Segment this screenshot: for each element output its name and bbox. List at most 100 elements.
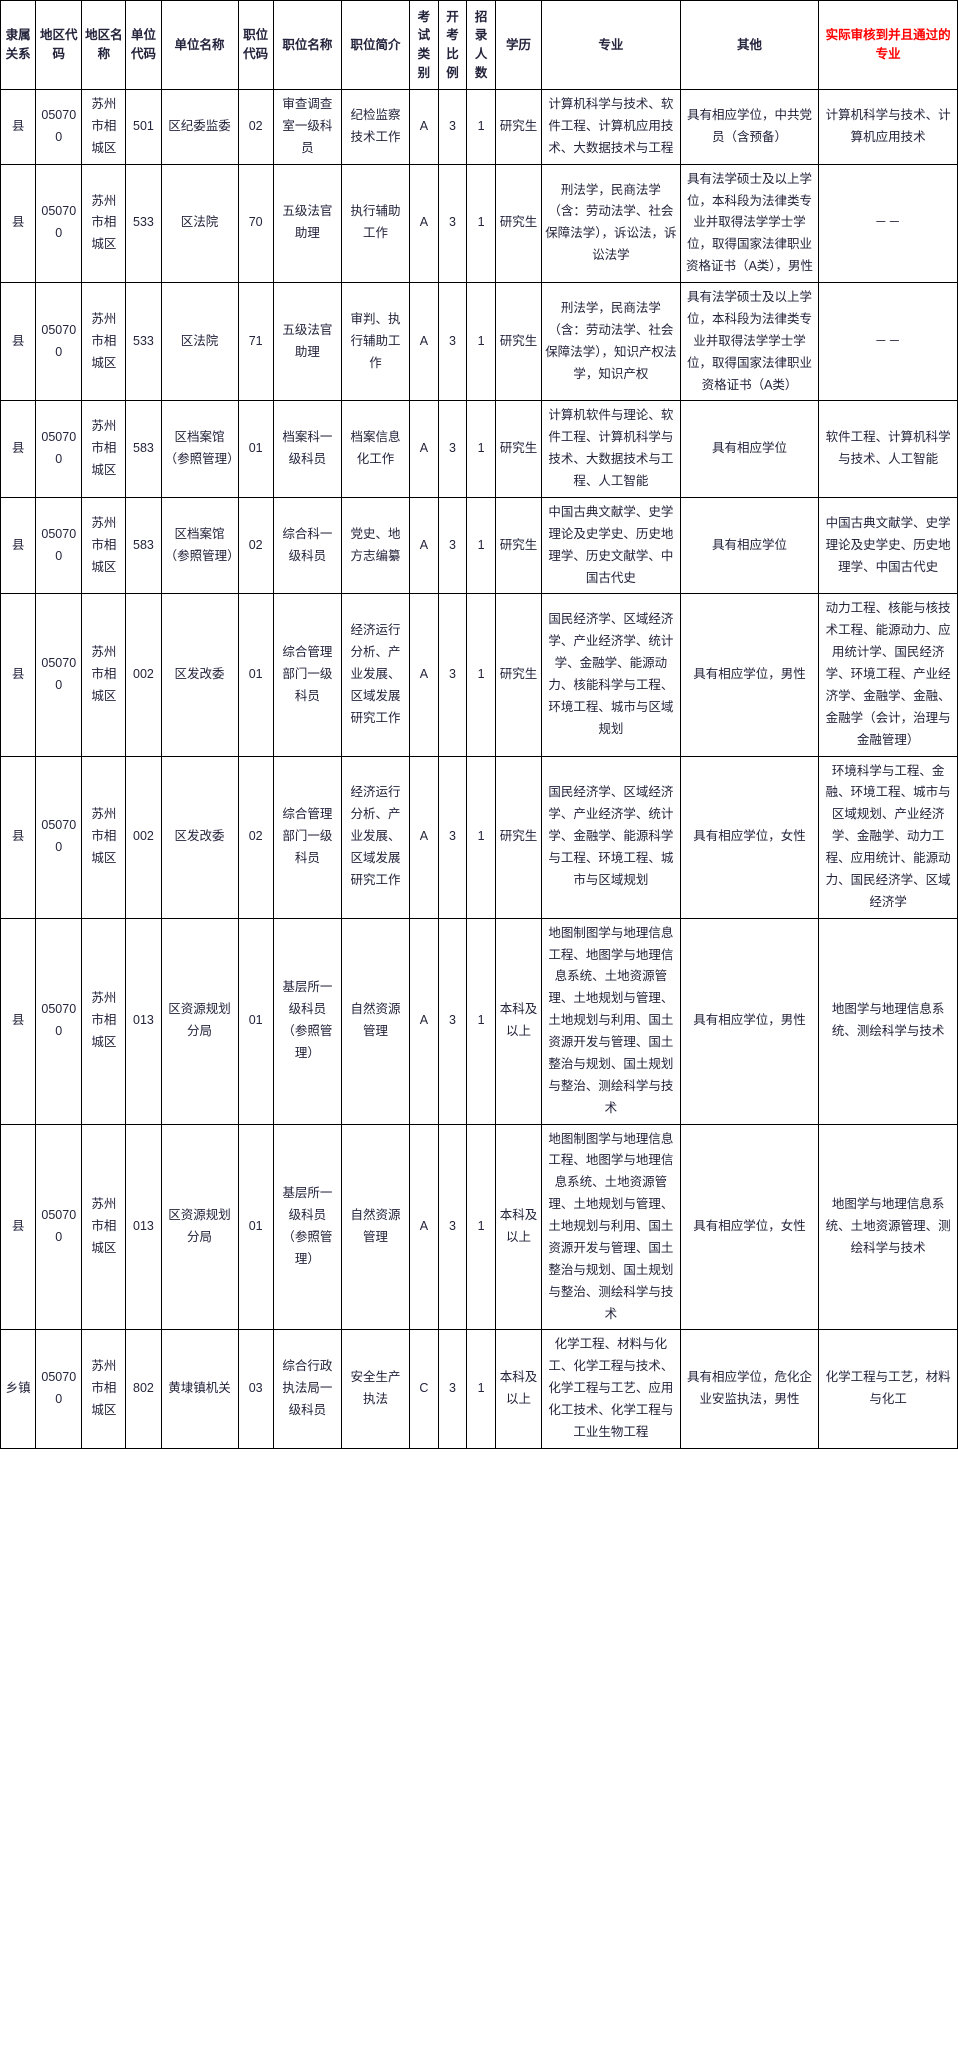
cell-affiliation: 县 [0,593,37,757]
cell-other: 具有相应学位，男性 [679,593,820,757]
cell-verified: 计算机科学与技术、计算机应用技术 [818,89,958,165]
cell-major: 刑法学，民商法学（含：劳动法学、社会保障法学），诉讼法，诉讼法学 [541,163,681,284]
cell-region_name: 苏州市相城区 [81,593,127,757]
cell-affiliation: 县 [0,163,37,284]
cell-education: 研究生 [494,593,543,757]
cell-post_name: 五级法官助理 [272,281,342,402]
cell-exam_type: A [409,917,439,1125]
cell-headcount: 1 [466,163,496,284]
cell-region_name: 苏州市相城区 [81,496,127,595]
cell-unit_name: 区法院 [160,281,239,402]
cell-post_code: 03 [237,1329,274,1449]
cell-post_desc: 执行辅助工作 [340,163,411,284]
cell-post_desc: 经济运行分析、产业发展、区域发展研究工作 [340,755,411,919]
cell-ratio: 3 [437,593,468,757]
cell-other: 具有相应学位，危化企业安监执法，男性 [679,1329,820,1449]
cell-post_name: 五级法官助理 [272,163,342,284]
cell-post_desc: 自然资源管理 [340,1123,411,1331]
cell-education: 研究生 [494,755,543,919]
cell-post_code: 70 [237,163,274,284]
cell-affiliation: 乡镇 [0,1329,37,1449]
cell-region_code: 050700 [35,281,83,402]
column-header-post_code: 职位代码 [237,0,274,90]
cell-ratio: 3 [437,1329,468,1449]
cell-post_code: 02 [237,89,274,165]
header-row: 隶属关系 地区代码 地区名称 单位代码 单位名称 职位代码 职位名称 职位简介 考试类别 开考比例… [0,0,958,90]
cell-post_desc: 档案信息化工作 [340,400,411,498]
cell-major: 地图制图学与地理信息工程、地图学与地理信息系统、土地资源管理、土地规划与管理、土… [541,917,681,1125]
cell-region_name: 苏州市相城区 [81,1123,127,1331]
cell-post_name: 基层所一级科员（参照管理） [272,1123,342,1331]
cell-verified: 环境科学与工程、金融、环境工程、城市与区域规划、产业经济学、金融学、动力工程、应… [818,755,958,919]
cell-ratio: 3 [437,163,468,284]
cell-unit_code: 501 [125,89,162,165]
cell-region_code: 050700 [35,400,83,498]
cell-region_code: 050700 [35,1123,83,1331]
cell-ratio: 3 [437,1123,468,1331]
column-header-affiliation: 隶属关系 [0,0,37,90]
cell-post_code: 01 [237,400,274,498]
cell-exam_type: A [409,89,439,165]
cell-exam_type: A [409,1123,439,1331]
cell-post_name: 综合科一级科员 [272,496,342,595]
cell-unit_code: 013 [125,1123,162,1331]
cell-other: 具有法学硕士及以上学位，本科段为法律类专业并取得法学学士学位，取得国家法律职业资… [679,281,820,402]
cell-other: 具有相应学位 [679,496,820,595]
cell-other: 具有相应学位，中共党员（含预备） [679,89,820,165]
cell-ratio: 3 [437,89,468,165]
cell-verified: －－ [818,281,958,402]
table-header: 隶属关系 地区代码 地区名称 单位代码 单位名称 职位代码 职位名称 职位简介 考试类别 开考比例… [0,0,958,90]
cell-unit_name: 区档案馆（参照管理） [160,496,240,595]
cell-verified: 化学工程与工艺，材料与化工 [818,1329,958,1449]
cell-region_code: 050700 [35,163,83,284]
cell-other: 具有法学硕士及以上学位，本科段为法律类专业并取得法学学士学位，取得国家法律职业资… [679,163,820,284]
cell-post_desc: 党史、地方志编纂 [340,496,411,595]
cell-unit_name: 黄埭镇机关 [160,1329,239,1449]
cell-region_name: 苏州市相城区 [81,400,127,498]
cell-unit_name: 区纪委监委 [160,89,239,165]
cell-unit_code: 583 [125,400,162,498]
table-row: 县 050700 苏州市相城区 583 区档案馆（参照管理） 01 档案科一级科员 档案信息化… [0,400,958,498]
cell-headcount: 1 [466,1329,496,1449]
cell-post_name: 综合管理部门一级科员 [272,755,342,919]
table-row: 县 050700 苏州市相城区 533 区法院 70 五级法官助理 执行辅助工作 A 3 1 研究生刑… [0,163,958,284]
cell-other: 具有相应学位，男性 [679,917,820,1125]
cell-headcount: 1 [466,1123,496,1331]
cell-education: 本科及以上 [494,917,543,1125]
table-row: 县 050700 苏州市相城区 533 区法院 71 五级法官助理 审判、执行辅助工作 A 3 1 研… [0,281,958,402]
cell-headcount: 1 [466,593,496,757]
cell-other: 具有相应学位 [679,400,820,498]
cell-post_desc: 纪检监察技术工作 [340,89,411,165]
cell-exam_type: A [409,755,439,919]
cell-post_code: 01 [237,917,274,1125]
table-row: 县 050700 苏州市相城区 002 区发改委 01 综合管理部门一级科员 经济运行分析、产… [0,593,958,757]
column-header-unit_name: 单位名称 [160,0,239,90]
cell-major: 地图制图学与地理信息工程、地图学与地理信息系统、土地资源管理、土地规划与管理、土… [541,1123,681,1331]
cell-unit_name: 区资源规划分局 [160,1123,239,1331]
cell-exam_type: A [409,281,439,402]
cell-exam_type: C [409,1329,439,1449]
cell-region_name: 苏州市相城区 [81,281,127,402]
column-header-post_desc: 职位简介 [340,0,411,90]
cell-affiliation: 县 [0,1123,37,1331]
cell-major: 计算机软件与理论、软件工程、计算机科学与技术、大数据技术与工程、人工智能 [541,400,681,498]
cell-education: 研究生 [494,163,543,284]
cell-verified: 动力工程、核能与核技术工程、能源动力、应用统计学、国民经济学、环境工程、产业经济… [818,593,958,757]
job-positions-table: 隶属关系 地区代码 地区名称 单位代码 单位名称 职位代码 职位名称 职位简介 考试类别 开考比例… [0,0,958,1449]
cell-unit_name: 区发改委 [160,755,239,919]
cell-major: 刑法学，民商法学（含：劳动法学、社会保障法学），知识产权法学，知识产权 [541,281,681,402]
column-header-exam_type: 考试类别 [409,0,439,90]
cell-affiliation: 县 [0,281,37,402]
cell-exam_type: A [409,593,439,757]
column-header-unit_code: 单位代码 [125,0,162,90]
cell-post_name: 综合行政执法局一级科员 [272,1329,342,1449]
cell-unit_code: 802 [125,1329,162,1449]
cell-unit_code: 002 [125,593,162,757]
column-header-region_name: 地区名称 [81,0,127,90]
cell-affiliation: 县 [0,89,37,165]
column-header-ratio: 开考比例 [437,0,468,90]
table-row: 县 050700 苏州市相城区 501 区纪委监委 02 审查调查室一级科员 纪检监察技术工作… [0,89,958,165]
cell-education: 研究生 [494,496,543,595]
cell-ratio: 3 [437,281,468,402]
cell-unit_code: 533 [125,281,162,402]
